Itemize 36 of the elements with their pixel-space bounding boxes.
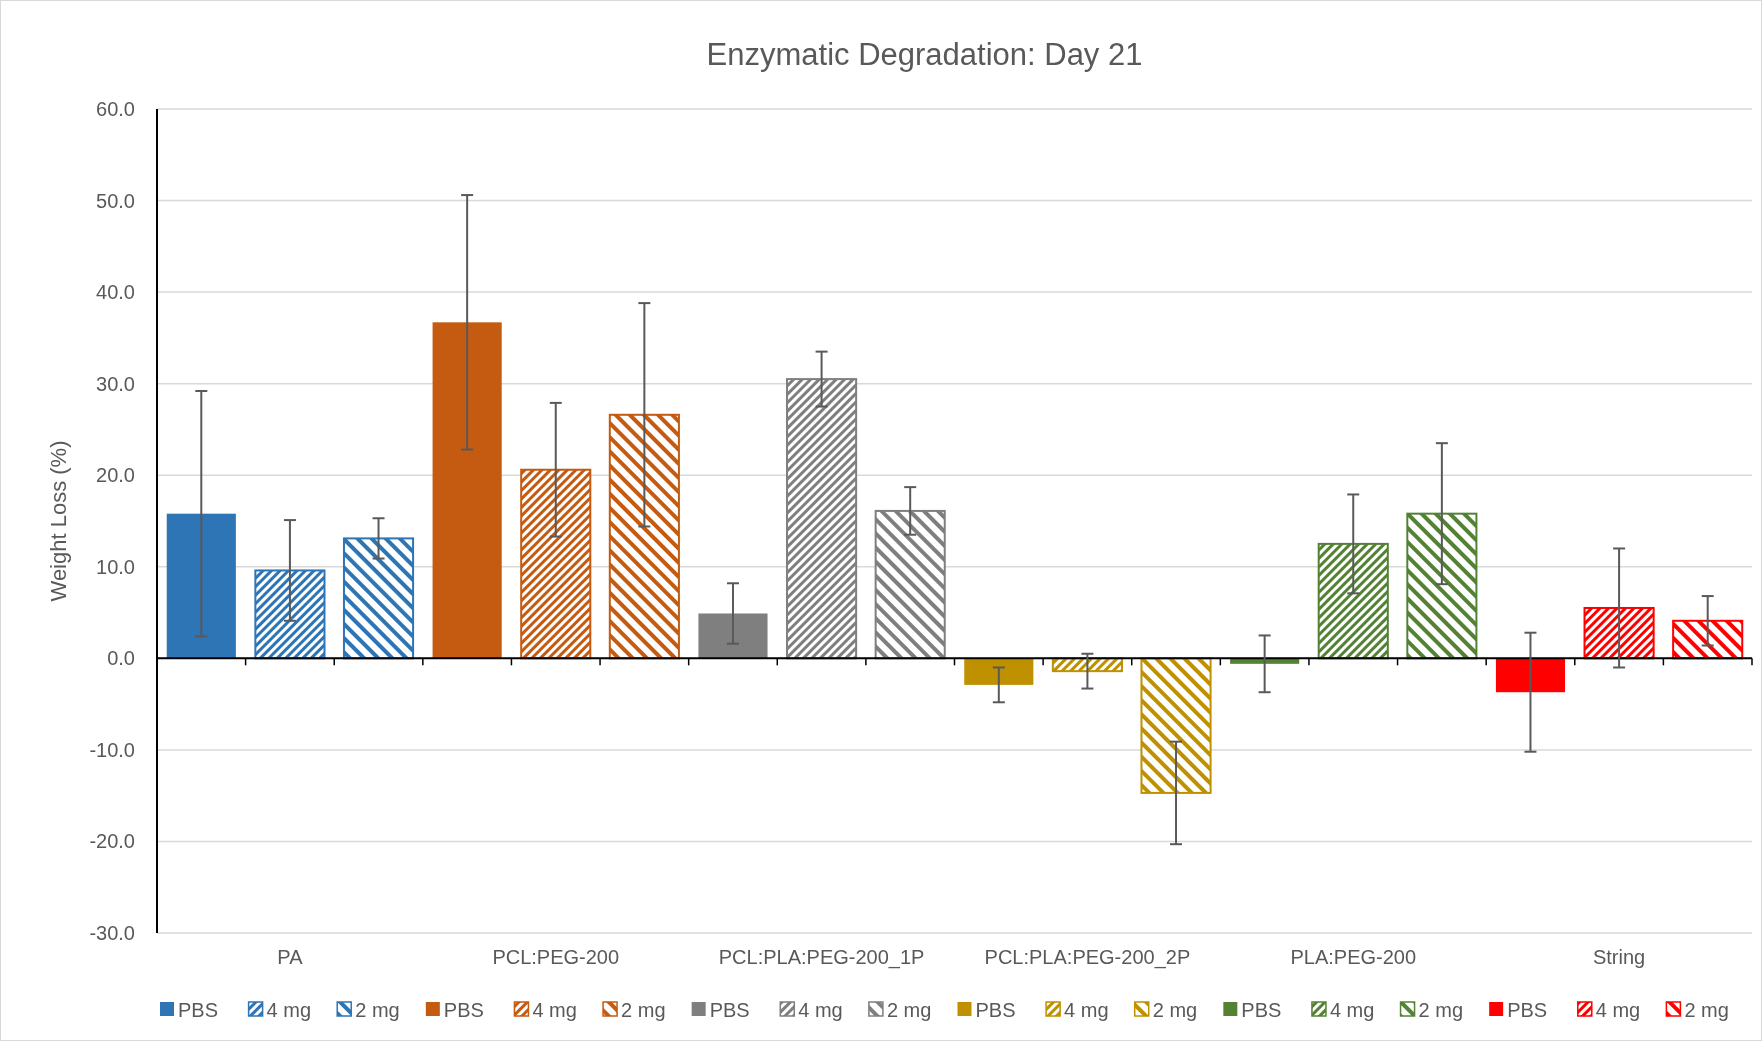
legend-label: 2 mg bbox=[886, 999, 932, 1021]
legend-label: PBS bbox=[1241, 999, 1282, 1021]
y-tick-label: 40.0 bbox=[96, 281, 135, 304]
y-tick-label: 0.0 bbox=[107, 647, 135, 670]
legend-label: PBS bbox=[975, 999, 1016, 1021]
y-tick-label: 30.0 bbox=[96, 372, 135, 395]
y-tick-label: 50.0 bbox=[96, 189, 135, 212]
legend-label: 2 mg bbox=[355, 999, 400, 1021]
y-tick-label: 60.0 bbox=[96, 98, 135, 120]
legend-label: 2 mg bbox=[1152, 999, 1198, 1021]
legend-label: 4 mg bbox=[1329, 999, 1375, 1021]
legend-label: 4 mg bbox=[532, 999, 577, 1021]
y-tick-label: -30.0 bbox=[89, 922, 135, 944]
legend-label: PBS bbox=[709, 999, 750, 1021]
x-tick-label: PLA:PEG-200 bbox=[1290, 946, 1417, 968]
legend-label: 4 mg bbox=[1064, 999, 1109, 1021]
legend-label: 2 mg bbox=[1418, 999, 1464, 1021]
x-tick-label: PCL:PEG-200 bbox=[492, 946, 620, 968]
x-tick-label: String bbox=[1592, 946, 1646, 968]
chart-title: Enzymatic Degradation: Day 21 bbox=[706, 37, 1143, 72]
legend-label: PBS bbox=[178, 999, 219, 1021]
x-tick-label: PCL:PLA:PEG-200_1P bbox=[718, 946, 925, 969]
y-tick-label: -10.0 bbox=[89, 738, 135, 761]
y-tick-label: -20.0 bbox=[89, 830, 135, 853]
y-tick-label: 20.0 bbox=[96, 464, 135, 487]
legend-label: 4 mg bbox=[1595, 999, 1641, 1021]
y-tick-label: 10.0 bbox=[96, 555, 135, 578]
legend-label: 4 mg bbox=[266, 999, 312, 1021]
legend-label: PBS bbox=[1507, 999, 1548, 1021]
legend-label: 2 mg bbox=[1684, 999, 1729, 1021]
x-tick-label: PA bbox=[277, 946, 304, 968]
y-axis-title: Weight Loss (%) bbox=[46, 440, 71, 602]
legend-label: 2 mg bbox=[621, 999, 666, 1021]
x-tick-label: PCL:PLA:PEG-200_2P bbox=[984, 946, 1191, 969]
legend-label: 4 mg bbox=[798, 999, 843, 1021]
legend-label: PBS bbox=[443, 999, 484, 1021]
